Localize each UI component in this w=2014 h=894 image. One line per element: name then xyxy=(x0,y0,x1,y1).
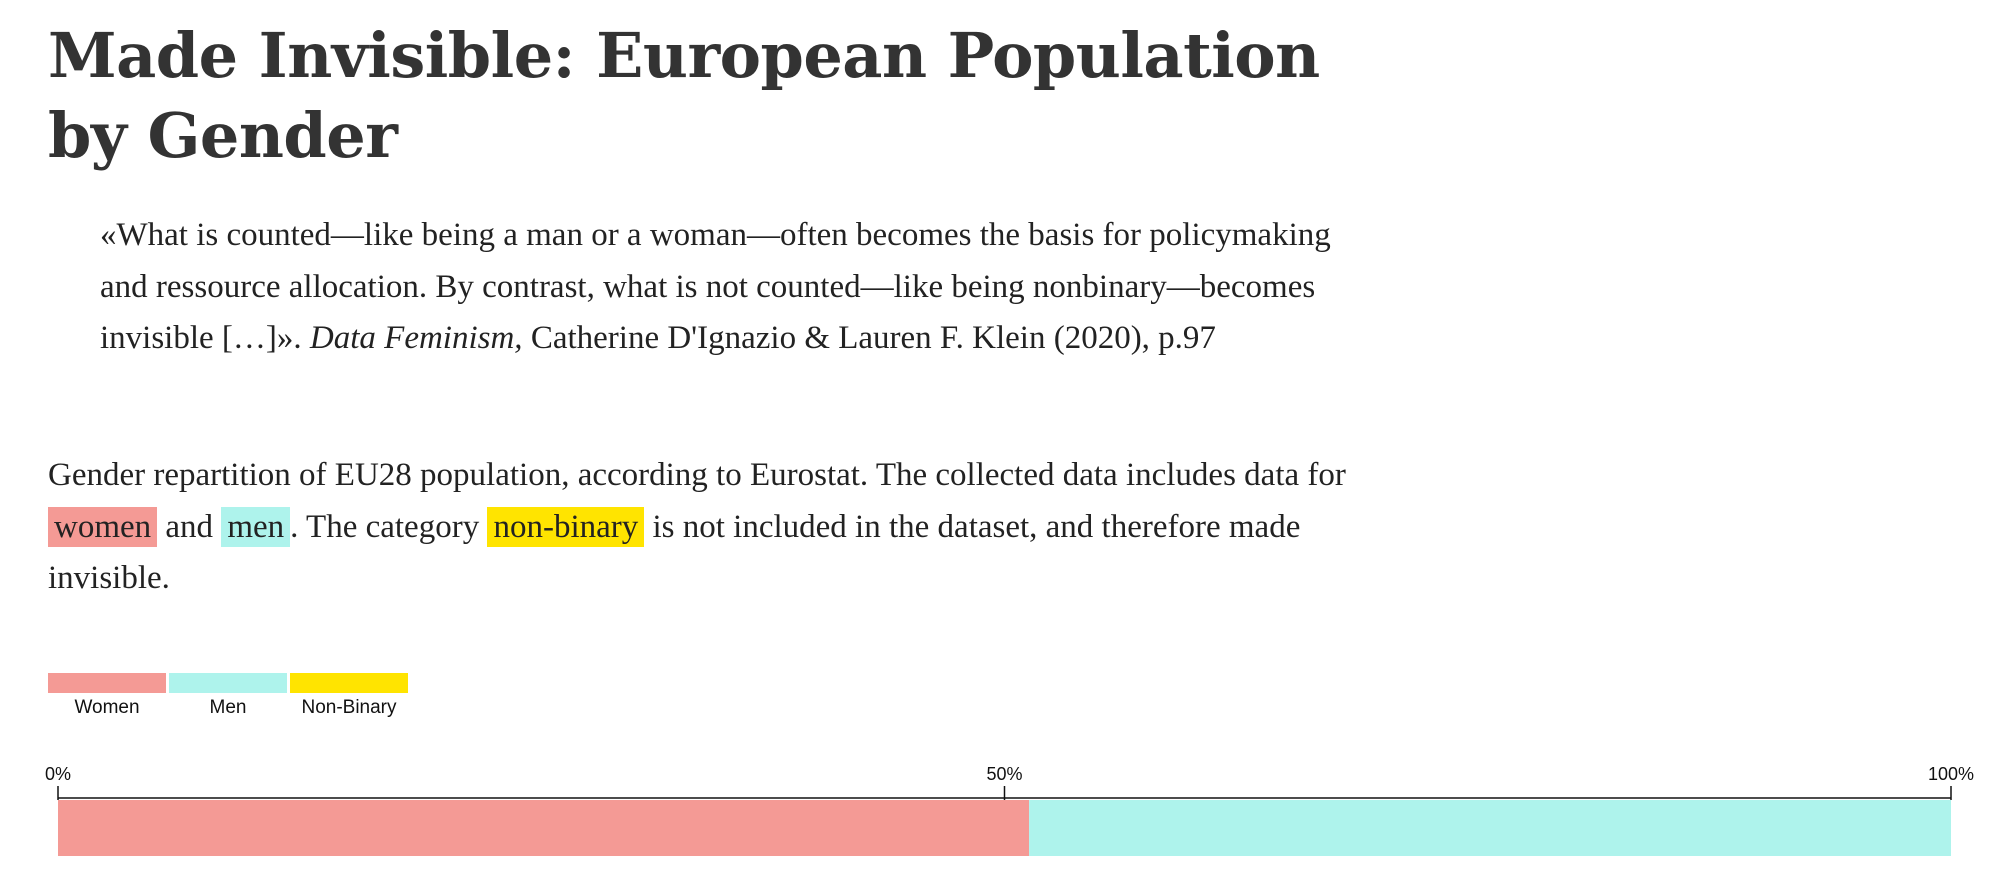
desc-part-4: is not included in the dataset, and ther… xyxy=(48,508,1301,597)
legend-swatch-non-binary xyxy=(290,673,408,693)
quote-text-end: Catherine D'Ignazio & Lauren F. Klein (2… xyxy=(522,320,1216,356)
highlight-men: men xyxy=(221,506,291,547)
quote-book-title: Data Feminism, xyxy=(309,320,523,356)
quote-block: «What is counted—like being a man or a w… xyxy=(100,210,1340,365)
page-title: Made Invisible: European Population by G… xyxy=(48,19,1320,172)
bar-men xyxy=(1029,800,1951,856)
legend-swatch-men xyxy=(169,673,287,693)
tick-label-50: 50% xyxy=(986,764,1022,784)
legend-label-women: Women xyxy=(74,697,140,718)
chart-legend: Women Men Non-Binary xyxy=(48,673,448,723)
highlight-nonbinary: non-binary xyxy=(487,506,645,547)
stacked-bar-chart: 0% 50% 100% xyxy=(45,764,1974,856)
legend-swatch-women xyxy=(48,673,166,693)
desc-part-1: Gender repartition of EU28 population, a… xyxy=(48,457,1346,493)
bar-women xyxy=(58,800,1030,856)
tick-label-0: 0% xyxy=(45,764,71,784)
desc-part-2: and xyxy=(157,508,222,545)
desc-part-3: . The category xyxy=(290,508,488,545)
tick-label-100: 100% xyxy=(1928,764,1974,784)
highlight-women: women xyxy=(48,506,158,547)
quote-text-start: «What is counted—like being a man or a w… xyxy=(100,217,1331,356)
legend-label-non-binary: Non-Binary xyxy=(301,697,397,718)
description: Gender repartition of EU28 population, a… xyxy=(48,450,1388,605)
legend-label-men: Men xyxy=(209,697,247,718)
